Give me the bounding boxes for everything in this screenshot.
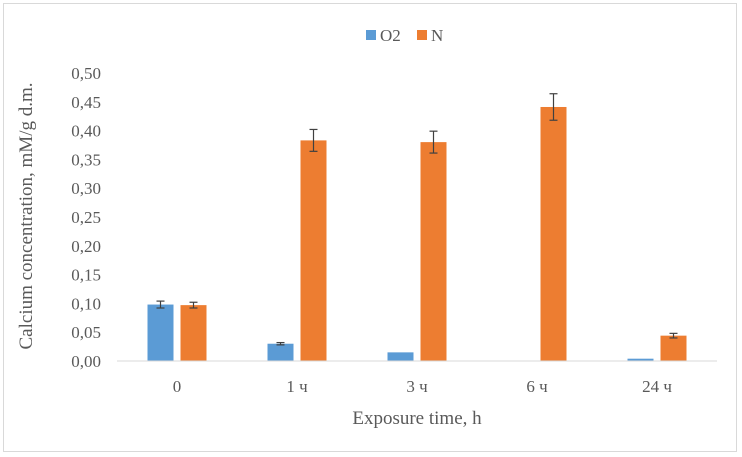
bar-n-4 [660,335,687,361]
chart-frame [3,3,737,452]
error-bar-n-2 [429,130,438,154]
bar-o2-1 [267,343,294,361]
y-tick-label: 0,45 [71,93,101,112]
bar-n-0 [180,305,207,361]
y-tick-label: 0,05 [71,323,101,342]
legend-label-o2: O2 [380,26,401,45]
bar-o2-0 [147,304,174,361]
x-tick-label: 0 [173,377,182,396]
error-bar-n-3 [549,93,558,121]
error-bar-o2-1 [276,341,285,346]
error-bar-o2-0 [156,300,165,309]
legend: O2 N [366,26,443,45]
y-tick-label: 0,30 [71,179,101,198]
error-bar-n-4 [669,332,678,339]
y-axis-title: Calcium concentration, mM/g d.m. [16,82,37,349]
y-tick-label: 0,15 [71,266,101,285]
x-axis-ticks: 0 1 ч 3 ч 6 ч 24 ч [173,377,673,396]
bar-o2-4 [627,358,654,361]
y-axis-ticks: 0,00 0,05 0,10 0,15 0,20 0,25 0,30 0,35 0,40 0,45… [71,64,101,371]
bars [147,106,687,361]
x-tick-label: 24 ч [642,377,672,396]
bar-n-1 [300,140,327,361]
y-tick-label: 0,10 [71,294,101,313]
x-axis-title: Exposure time, h [352,408,482,429]
legend-swatch-n [417,30,427,40]
x-tick-label: 1 ч [286,377,308,396]
y-tick-label: 0,40 [71,122,101,141]
y-tick-label: 0,25 [71,208,101,227]
error-bar-n-0 [189,301,198,309]
legend-label-n: N [431,26,443,45]
y-tick-label: 0,20 [71,237,101,256]
bar-n-3 [540,106,567,361]
bar-o2-2 [387,352,414,361]
error-bars [156,93,678,346]
bar-n-2 [420,142,447,361]
y-tick-label: 0,00 [71,352,101,371]
x-tick-label: 6 ч [526,377,548,396]
y-tick-label: 0,50 [71,64,101,83]
legend-swatch-o2 [366,30,376,40]
y-tick-label: 0,35 [71,150,101,169]
x-tick-label: 3 ч [406,377,428,396]
error-bar-n-1 [309,128,318,152]
